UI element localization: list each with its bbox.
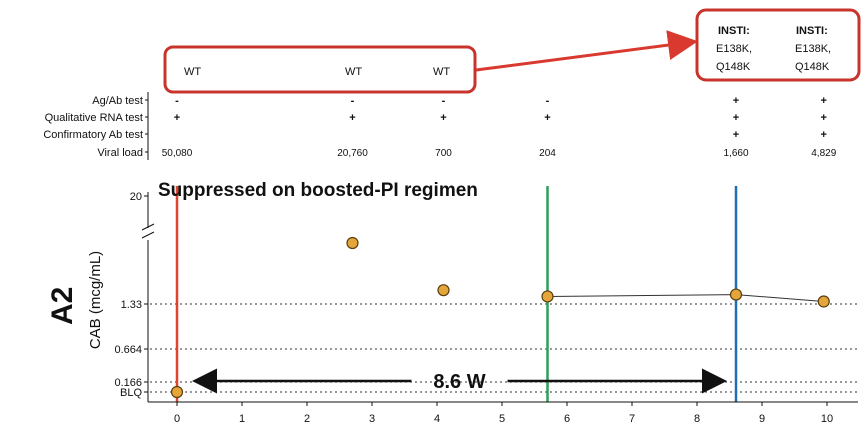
panel-label: A2 <box>46 287 79 325</box>
y-tick-label-2: 0.664 <box>114 344 142 356</box>
x-tick-label-9: 9 <box>759 413 765 425</box>
x-tick-label-7: 7 <box>629 413 635 425</box>
rna-result-1: + <box>349 112 355 124</box>
rna-result-2: + <box>440 112 446 124</box>
suppressed-annotation: Suppressed on boosted-PI regimen <box>158 180 478 201</box>
vertical-event-lines <box>175 186 738 402</box>
rna-result-0: + <box>174 112 180 124</box>
y-axis-label: CAB (mcg/mL) <box>87 251 104 349</box>
test-cells: - +50,080 - +20,760 - +700 - +204 + + +1,660 + + +4,8… <box>162 95 837 159</box>
axis-break-mark-1 <box>141 223 155 231</box>
insti-line-2b: Q148K <box>795 61 830 73</box>
viral-load-5: 4,829 <box>811 148 836 159</box>
y-tick-label-4: BLQ <box>120 387 142 399</box>
data-point-0 <box>170 385 184 399</box>
insti-line-2a: E138K, <box>795 43 831 55</box>
y-tick-label-3: 0.166 <box>114 377 142 389</box>
confirm-result-4: + <box>733 129 739 141</box>
viral-load-1: 20,760 <box>337 148 368 159</box>
agab-result-0: - <box>175 95 179 107</box>
x-tick-label-5: 5 <box>499 413 505 425</box>
data-point-4 <box>729 288 743 301</box>
x-tick-label-4: 4 <box>434 413 440 425</box>
insti-title-1: INSTI: <box>718 25 750 37</box>
agab-result-1: - <box>351 95 355 107</box>
rna-result-3: + <box>544 112 550 124</box>
wt-label-2: WT <box>345 66 362 78</box>
viral-load-2: 700 <box>435 148 452 159</box>
agab-result-4: + <box>733 95 739 107</box>
rna-result-5: + <box>821 112 827 124</box>
row-label-rna: Qualitative RNA test <box>45 112 143 124</box>
interval-arrow: 8.6 W <box>192 368 727 394</box>
mutation-callout-arrow <box>475 30 698 72</box>
row-label-agab: Ag/Ab test <box>92 95 143 107</box>
wt-mutation-box <box>163 45 477 94</box>
x-tick-label-10: 10 <box>821 413 833 425</box>
interval-label: 8.6 W <box>433 371 485 393</box>
x-tick-label-1: 1 <box>239 413 245 425</box>
test-row-labels: Ag/Ab test Qualitative RNA test Confirma… <box>43 92 149 160</box>
cab-series <box>170 236 830 399</box>
y-tick-label-0: 20 <box>130 191 142 203</box>
series-line <box>547 294 824 302</box>
wt-label-3: WT <box>433 66 450 78</box>
data-point-5 <box>817 295 830 308</box>
viral-load-0: 50,080 <box>162 148 193 159</box>
x-tick-label-6: 6 <box>564 413 570 425</box>
x-tick-label-0: 0 <box>174 413 180 425</box>
data-point-1 <box>346 236 359 250</box>
rna-result-4: + <box>733 112 739 124</box>
y-tick-label-1: 1.33 <box>121 299 142 311</box>
viral-load-4: 1,660 <box>723 148 748 159</box>
viral-load-3: 204 <box>539 148 556 159</box>
agab-result-2: - <box>442 95 446 107</box>
x-tick-label-2: 2 <box>304 413 310 425</box>
agab-result-3: - <box>546 95 550 107</box>
x-tick-label-8: 8 <box>694 413 700 425</box>
agab-result-5: + <box>821 95 827 107</box>
grid-lines <box>150 303 858 393</box>
data-point-2 <box>437 284 450 297</box>
insti-line-1a: E138K, <box>716 43 752 55</box>
x-tick-label-3: 3 <box>369 413 375 425</box>
axis-break-mark-2 <box>141 231 155 239</box>
confirm-result-5: + <box>821 129 827 141</box>
insti-line-1b: Q148K <box>716 61 751 73</box>
row-label-confirm: Confirmatory Ab test <box>43 129 143 141</box>
insti-title-2: INSTI: <box>796 25 828 37</box>
wt-label-1: WT <box>184 66 201 78</box>
data-point-3 <box>541 290 554 303</box>
row-label-viral-load: Viral load <box>97 147 143 159</box>
